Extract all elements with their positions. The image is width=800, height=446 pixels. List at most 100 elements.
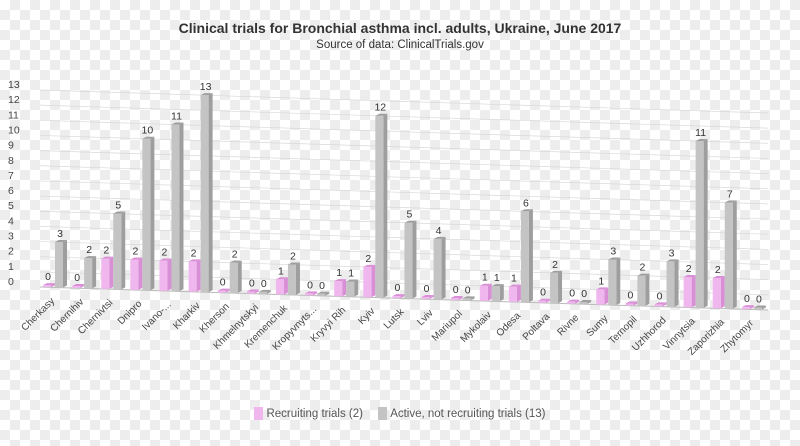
recruiting-bar-top	[363, 264, 376, 267]
active-bar-side	[92, 256, 97, 289]
y-tick-label: 13	[8, 79, 20, 91]
recruiting-bar-side	[487, 283, 492, 301]
active-bar-side	[587, 300, 592, 305]
active-value-label: 13	[200, 81, 212, 93]
recruiting-value-label: 0	[395, 282, 401, 294]
active-bar	[317, 293, 326, 296]
recruiting-bar-top	[246, 289, 259, 292]
active-value-label: 11	[171, 110, 182, 122]
active-bar	[84, 258, 93, 289]
grid-line	[39, 241, 769, 265]
active-bar-side	[761, 305, 766, 310]
active-bar	[579, 302, 588, 305]
recruiting-bar	[392, 296, 401, 299]
active-bar-side	[558, 270, 563, 304]
recruiting-bar-top	[538, 298, 551, 301]
active-bar	[724, 202, 733, 309]
active-bar-side	[121, 211, 126, 290]
active-bar-side	[237, 260, 242, 293]
recruiting-bar	[508, 286, 517, 302]
recruiting-bar-top	[654, 302, 667, 305]
recruiting-bar-side	[138, 257, 143, 290]
grid-line	[39, 119, 769, 144]
active-bar	[637, 275, 646, 306]
active-value-label: 0	[261, 278, 267, 290]
recruiting-value-label: 0	[307, 279, 313, 291]
recruiting-value-label: 2	[686, 263, 692, 275]
recruiting-bar-top	[450, 295, 463, 298]
active-value-label: 0	[756, 294, 762, 306]
active-bar-side	[499, 284, 504, 302]
recruiting-bar-top	[508, 284, 521, 287]
recruiting-bar	[334, 281, 343, 297]
recruiting-bar	[741, 307, 750, 310]
grid-line	[39, 150, 769, 174]
active-bar-top	[724, 200, 737, 203]
grid-line	[39, 226, 769, 250]
active-bar	[550, 272, 559, 304]
active-value-label: 2	[232, 249, 238, 261]
recruiting-value-label: 2	[132, 246, 138, 258]
recruiting-value-label: 1	[482, 272, 488, 284]
recruiting-bar-side	[225, 288, 230, 293]
active-bar-side	[383, 113, 388, 298]
y-tick-label: 12	[8, 94, 20, 106]
recruiting-value-label: 1	[336, 267, 342, 279]
recruiting-bar-top	[334, 279, 347, 282]
x-tick-label: Lutsk	[382, 306, 407, 331]
recruiting-bar-side	[516, 284, 521, 302]
recruiting-bar-side	[458, 295, 463, 300]
recruiting-bar-top	[741, 305, 754, 308]
x-tick-label: Lviv	[415, 308, 435, 328]
recruiting-value-label: 0	[569, 288, 575, 300]
x-tick-label: Mykolaiv	[459, 310, 494, 345]
x-tick-label: Rivne	[555, 312, 581, 338]
active-bar	[229, 262, 238, 293]
active-bar	[346, 281, 355, 297]
recruiting-bar-side	[575, 299, 580, 304]
recruiting-bar-side	[283, 277, 288, 295]
recruiting-bar-side	[109, 256, 114, 289]
recruiting-bar-top	[130, 257, 143, 260]
active-bar-top	[258, 289, 271, 292]
recruiting-bar	[43, 285, 51, 288]
active-bar-top	[346, 279, 359, 282]
recruiting-bar-side	[546, 298, 551, 303]
active-bar-top	[229, 260, 242, 263]
legend-swatch-active	[378, 407, 388, 420]
recruiting-bar	[101, 258, 110, 289]
recruiting-bar-top	[305, 291, 318, 294]
y-tick-label: 1	[8, 261, 14, 273]
recruiting-bar-top	[72, 284, 85, 287]
recruiting-bar	[450, 297, 459, 300]
active-bar-top	[433, 236, 446, 239]
chart-title: Clinical trials for Bronchial asthma inc…	[178, 20, 622, 36]
recruiting-bar	[159, 260, 168, 291]
grid-line	[39, 210, 769, 235]
active-bar-side	[295, 262, 300, 295]
active-bar-top	[142, 136, 155, 139]
recruiting-value-label: 0	[540, 287, 546, 299]
active-value-label: 2	[290, 251, 296, 263]
active-value-label: 10	[142, 125, 154, 137]
active-bar	[171, 124, 180, 292]
legend-label-active: Active, not recruiting trials (13)	[390, 407, 546, 420]
recruiting-bar-top	[712, 275, 725, 278]
active-bar	[520, 211, 529, 303]
active-bar	[113, 213, 122, 290]
recruiting-bar-side	[662, 302, 667, 307]
y-tick-label: 6	[8, 185, 14, 197]
active-value-label: 7	[727, 189, 733, 201]
active-bar-top	[200, 93, 213, 96]
recruiting-value-label: 0	[45, 271, 51, 283]
recruiting-value-label: 0	[220, 277, 226, 289]
active-bar	[608, 259, 617, 305]
active-value-label: 4	[436, 225, 442, 237]
recruiting-value-label: 0	[744, 293, 750, 305]
active-bar-top	[317, 291, 330, 294]
active-bar-top	[550, 270, 563, 273]
active-bar	[258, 291, 267, 294]
x-tick-label: Poltava	[521, 311, 553, 343]
recruiting-bar-top	[43, 283, 55, 286]
active-value-label: 3	[669, 247, 675, 259]
